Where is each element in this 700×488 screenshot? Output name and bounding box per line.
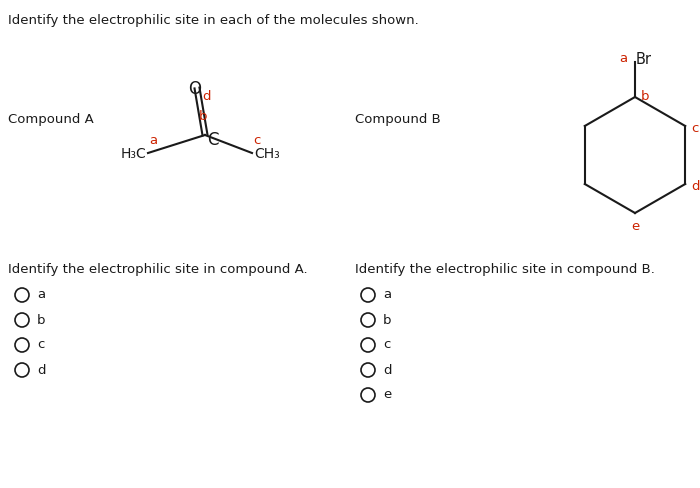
Text: b: b [383, 313, 391, 326]
Text: b: b [199, 110, 207, 123]
Text: Compound B: Compound B [355, 114, 441, 126]
Text: C: C [207, 131, 218, 149]
Text: a: a [149, 134, 157, 146]
Text: d: d [383, 364, 391, 377]
Text: c: c [37, 339, 44, 351]
Text: H₃C: H₃C [120, 147, 146, 161]
Text: a: a [383, 288, 391, 302]
Text: c: c [253, 134, 260, 146]
Text: c: c [691, 122, 699, 135]
Text: Identify the electrophilic site in each of the molecules shown.: Identify the electrophilic site in each … [8, 14, 419, 27]
Text: e: e [383, 388, 391, 402]
Text: b: b [641, 89, 650, 102]
Text: a: a [619, 53, 627, 65]
Text: Br: Br [636, 52, 652, 66]
Text: a: a [37, 288, 45, 302]
Text: O: O [188, 80, 201, 98]
Text: e: e [631, 221, 639, 233]
Text: d: d [202, 89, 211, 102]
Text: Identify the electrophilic site in compound B.: Identify the electrophilic site in compo… [355, 263, 655, 276]
Text: Compound A: Compound A [8, 114, 94, 126]
Text: d: d [37, 364, 46, 377]
Text: Identify the electrophilic site in compound A.: Identify the electrophilic site in compo… [8, 263, 307, 276]
Text: c: c [383, 339, 391, 351]
Text: d: d [691, 180, 700, 192]
Text: CH₃: CH₃ [254, 147, 280, 161]
Text: b: b [37, 313, 46, 326]
